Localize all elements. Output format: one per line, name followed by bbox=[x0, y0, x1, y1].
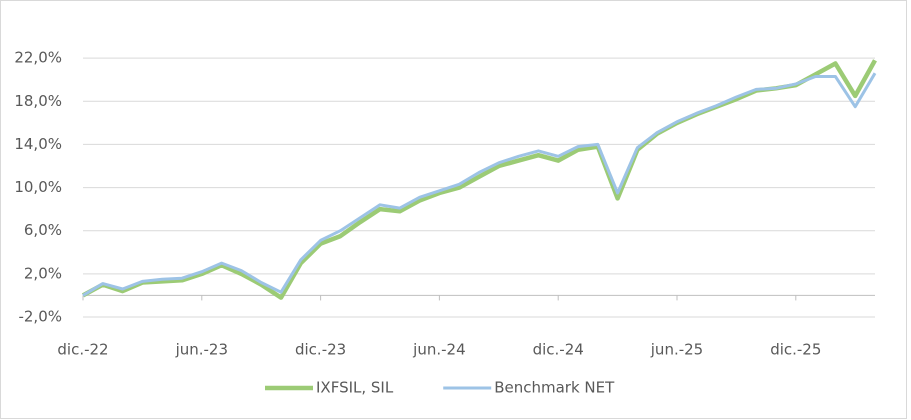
x-tick-label: dic.-23 bbox=[295, 341, 346, 359]
series-line bbox=[81, 59, 877, 300]
x-tick-label: jun.-25 bbox=[650, 341, 703, 359]
legend-label: Benchmark NET bbox=[494, 379, 615, 397]
x-tick-label: jun.-23 bbox=[175, 341, 228, 359]
series-line bbox=[82, 72, 877, 297]
x-tick-label: dic.-24 bbox=[533, 341, 584, 359]
legend-label: IXFSIL, SIL bbox=[316, 379, 394, 397]
y-tick-label: 2,0% bbox=[24, 264, 62, 282]
y-tick-label: 18,0% bbox=[14, 92, 62, 110]
x-tick-label: dic.-25 bbox=[770, 341, 821, 359]
x-tick-label: dic.-22 bbox=[57, 341, 108, 359]
x-tick-label: jun.-24 bbox=[412, 341, 465, 359]
y-tick-label: 22,0% bbox=[14, 49, 62, 67]
y-tick-label: 6,0% bbox=[24, 221, 62, 239]
y-tick-label: 14,0% bbox=[14, 135, 62, 153]
y-tick-label: -2,0% bbox=[18, 308, 62, 326]
y-tick-label: 10,0% bbox=[14, 178, 62, 196]
